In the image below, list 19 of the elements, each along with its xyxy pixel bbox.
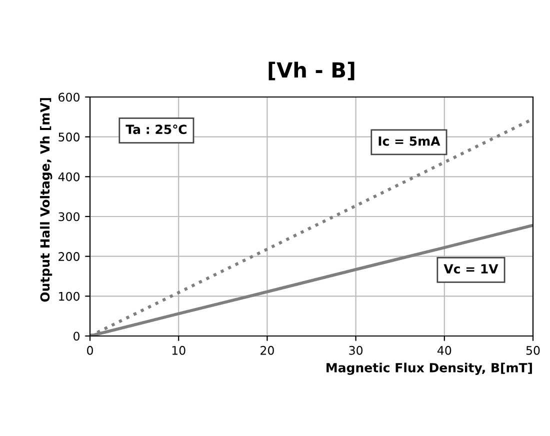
chart-title: [Vh - B] xyxy=(268,62,354,80)
y-tick-label: 100 xyxy=(59,292,80,301)
x-tick-label: 0 xyxy=(87,346,93,355)
y-tick-label: 500 xyxy=(58,132,80,142)
y-tick-label: 400 xyxy=(58,172,80,182)
y-tick-label: 0 xyxy=(74,332,80,341)
series-label: Ic = 5mA xyxy=(378,136,440,146)
y-tick-label: 600 xyxy=(58,92,80,102)
y-axis-title: Output Hall Voltage, Vh [mV] xyxy=(40,98,52,302)
x-tick-label: 20 xyxy=(260,346,274,355)
x-tick-label: 10 xyxy=(172,346,186,355)
y-tick-label: 200 xyxy=(58,252,80,261)
x-axis-title: Magnetic Flux Density, B[mT] xyxy=(326,362,532,375)
series-label: Vc = 1V xyxy=(444,264,498,274)
y-tick-label: 300 xyxy=(58,212,80,222)
annotation: Ta : 25℃ xyxy=(126,124,186,134)
x-tick-label: 30 xyxy=(349,346,363,355)
x-tick-label: 40 xyxy=(437,346,452,355)
x-tick-label: 50 xyxy=(526,346,540,355)
